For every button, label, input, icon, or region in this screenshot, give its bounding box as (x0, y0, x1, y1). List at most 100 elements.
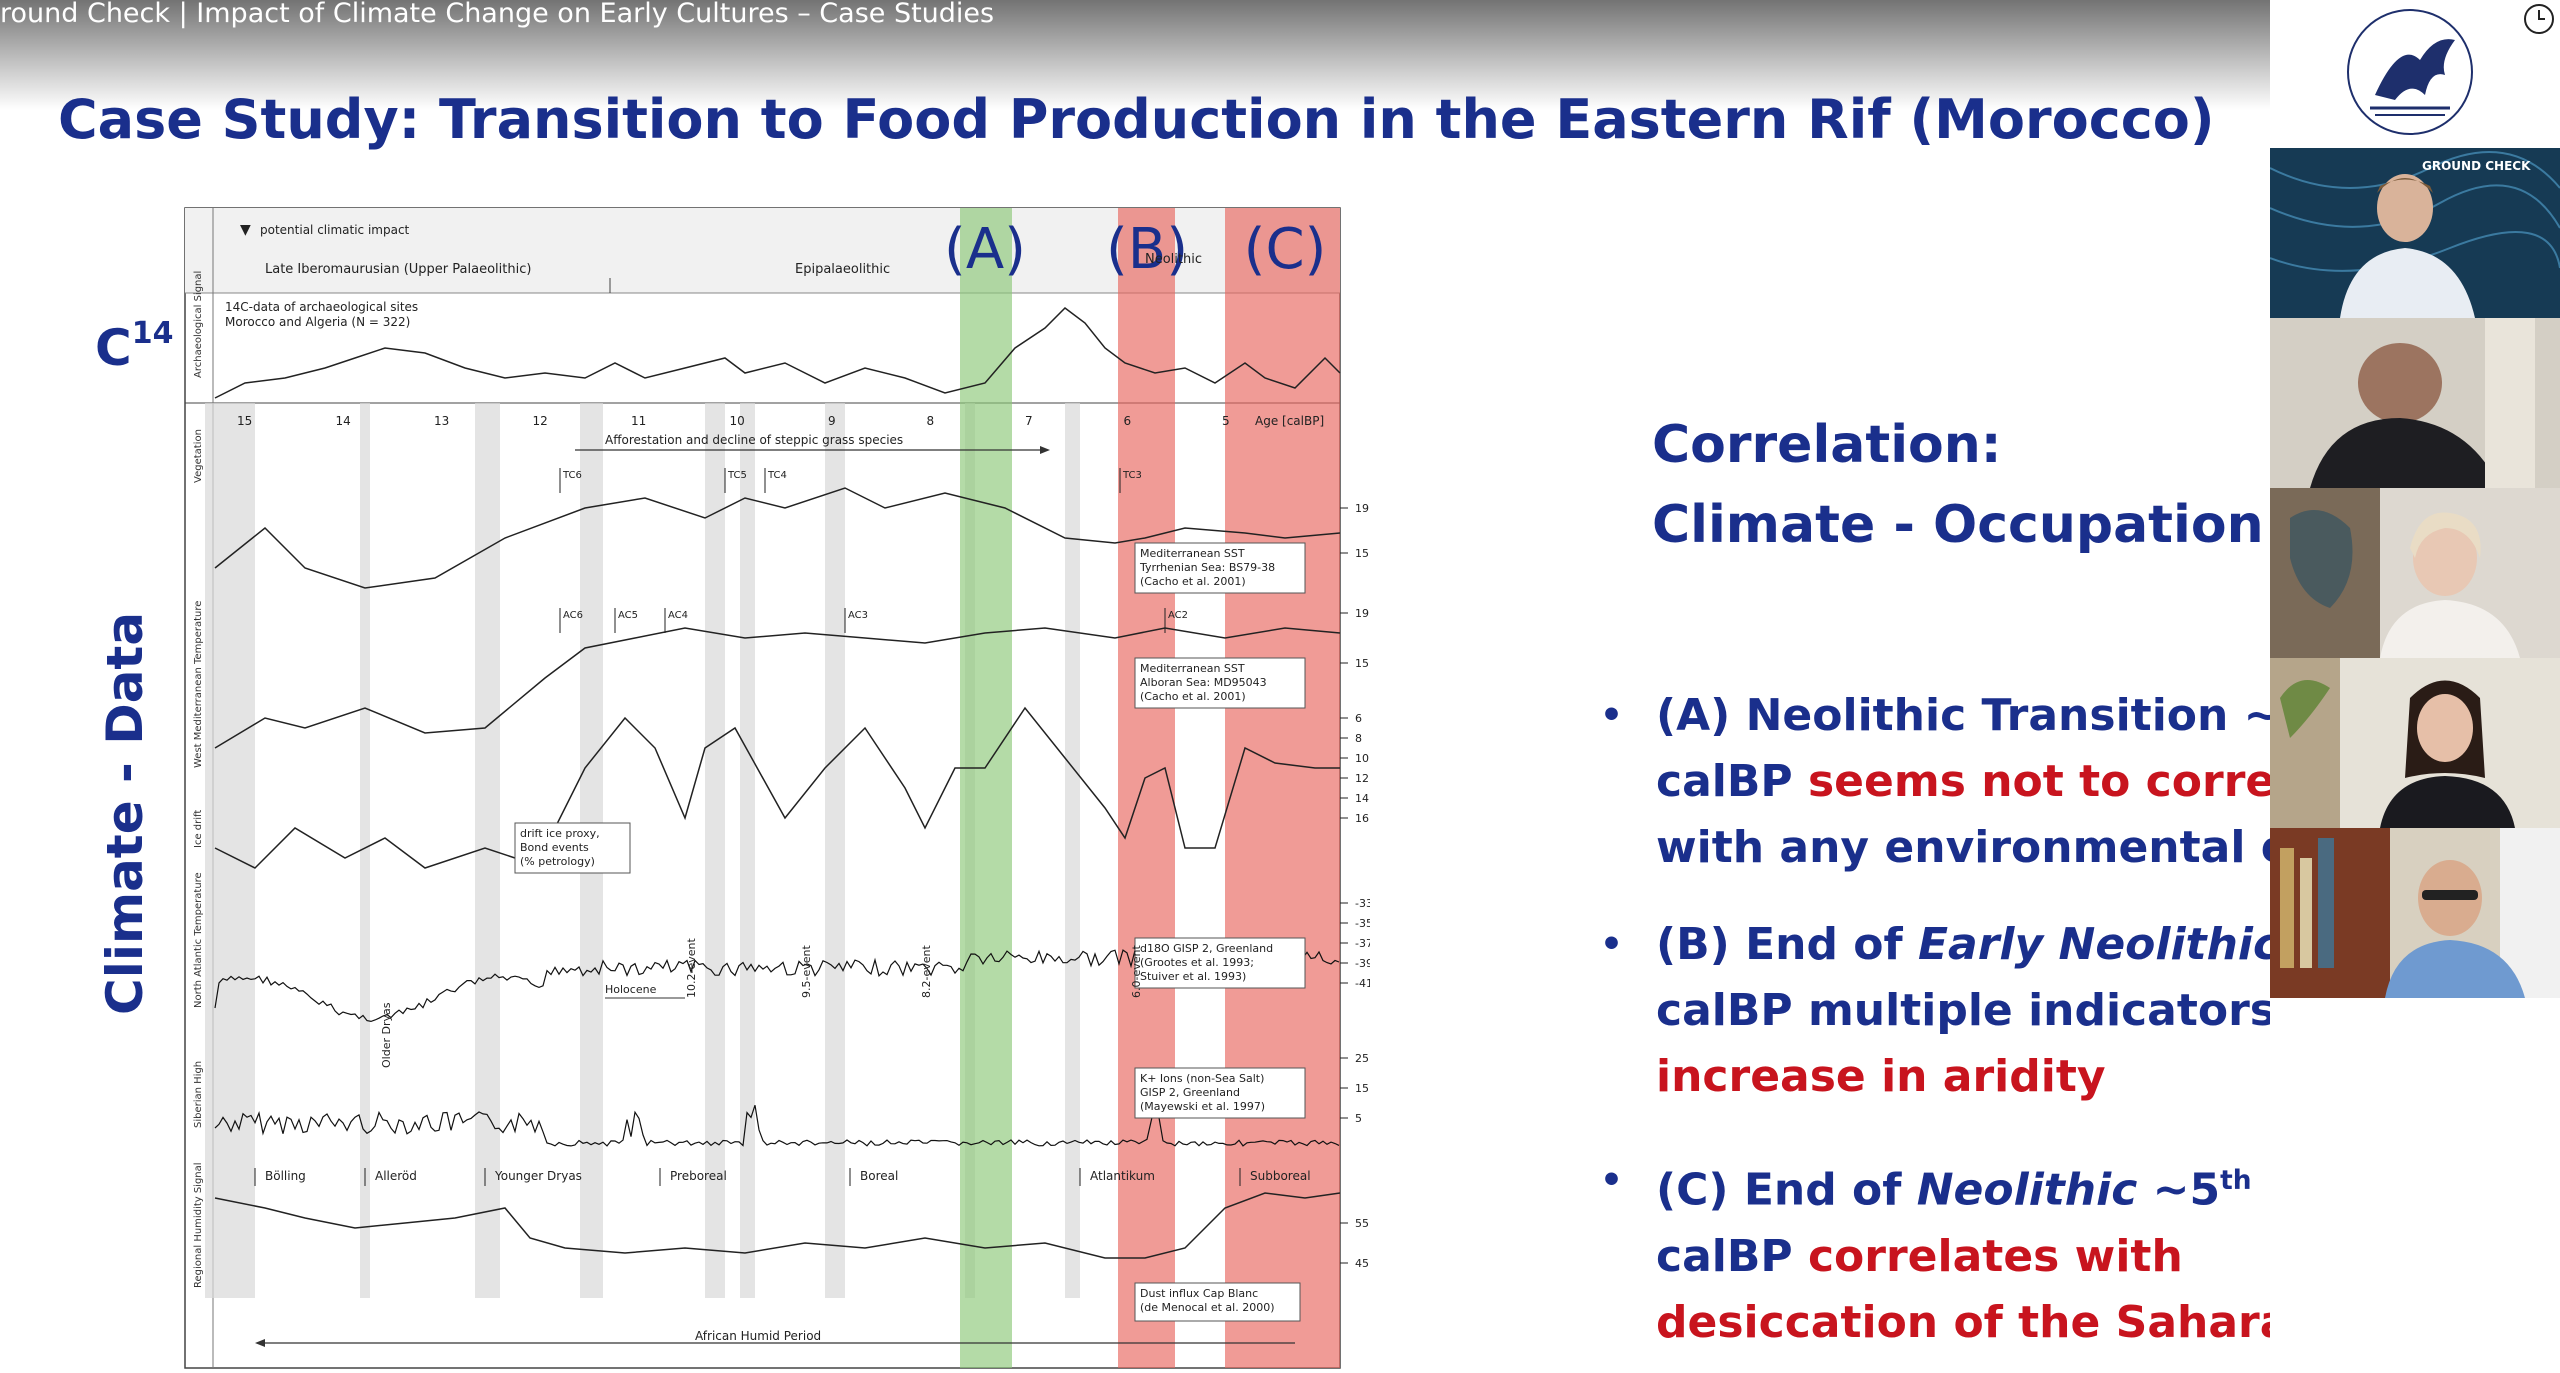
chronozone-label: Preboreal (670, 1169, 727, 1183)
older-dryas-label: Older Dryas (380, 1002, 393, 1068)
side-axis-label: Vegetation (193, 429, 204, 483)
box-drift-ice-text: drift ice proxy, (520, 827, 600, 840)
video-title[interactable]: round Check | Impact of Climate Change o… (0, 0, 995, 29)
box-gisp-k-text: K+ Ions (non-Sea Salt) (1140, 1072, 1264, 1085)
box-gisp-d18o-text: Stuiver et al. 1993) (1140, 970, 1246, 983)
right-tick-label: 5 (1355, 1112, 1362, 1125)
band-label-c: (C) (1244, 217, 1327, 282)
ice-drift-curve (214, 706, 1340, 869)
griffin-logo-icon (2375, 39, 2455, 100)
box-gisp-d18o-text: d18O GISP 2, Greenland (1140, 942, 1273, 955)
correlation-heading: Correlation: Climate - Occupation (1652, 405, 2264, 565)
side-axis-label: North Atlantic Temperature (193, 872, 204, 1008)
holocene-label: Holocene (605, 983, 657, 996)
period-neolithic: Neolithic (1145, 252, 1202, 267)
event-label: 9.5-event (800, 945, 813, 998)
bullet-c-line1-start: (C) End of (1656, 1164, 1917, 1216)
participant-tile-5[interactable] (2270, 828, 2560, 998)
chronozone-label: Younger Dryas (494, 1169, 582, 1183)
participant-tile-2[interactable] (2270, 318, 2560, 488)
age-tick-label: 9 (828, 414, 836, 428)
period-epipal: Epipalaeolithic (795, 262, 890, 277)
participants-panel: GROUND CHECK (2270, 0, 2560, 1373)
box-drift-ice-text: (% petrology) (520, 855, 595, 868)
right-tick-label: 14 (1355, 792, 1369, 805)
grey-climate-band (740, 403, 755, 1298)
box-alboran (1134, 657, 1306, 709)
band-a (960, 208, 1012, 1368)
bullet-a-line1: (A) Neolithic Transition ~7.6 (1656, 690, 2270, 741)
box-gisp-d18o-text: (Grootes et al. 1993; (1140, 956, 1254, 969)
chronozone-label: Atlantikum (1090, 1169, 1155, 1183)
age-tick-label: 5 (1222, 414, 1230, 428)
box-gisp-d18o (1134, 937, 1306, 989)
band-label-b: (B) (1106, 217, 1188, 282)
participant-tile-3[interactable] (2270, 488, 2560, 658)
chronozone-label: Boreal (860, 1169, 898, 1183)
age-axis-label: Age [calBP] (1255, 414, 1324, 428)
age-tick-label: 12 (533, 414, 548, 428)
bullet-a-line2-red: seems not to correlat (1807, 756, 2270, 807)
tc-label: TC4 (767, 470, 787, 481)
right-tick-label: 25 (1355, 1052, 1369, 1065)
side-axis-label: Siberian High (193, 1061, 204, 1128)
bullet-c-line2-start: calBP (1656, 1230, 1808, 1282)
institute-logo-tile[interactable] (2270, 0, 2560, 148)
right-tick-label: 16 (1355, 812, 1369, 825)
age-tick-label: 10 (730, 414, 745, 428)
box-dust-text: Dust influx Cap Blanc (1140, 1287, 1258, 1300)
side-axis-label: Regional Humidity Signal (193, 1162, 204, 1288)
legend-text: potential climatic impact (260, 223, 410, 237)
chronozone-label: Bölling (265, 1169, 306, 1183)
correlation-line1: Correlation: (1652, 415, 2002, 475)
box-alboran-text: (Cacho et al. 2001) (1140, 690, 1246, 703)
band-b (1118, 208, 1175, 1368)
participant-tile-4[interactable] (2270, 658, 2560, 828)
ac-label: AC6 (563, 610, 583, 621)
box-drift-ice (514, 822, 631, 874)
right-tick-label: 15 (1355, 547, 1369, 560)
tc-label: TC5 (727, 470, 747, 481)
right-tick-label: -37 (1355, 937, 1370, 950)
right-tick-label: 19 (1355, 607, 1369, 620)
box-gisp-k-text: (Mayewski et al. 1997) (1140, 1100, 1265, 1113)
event-label: 10.2-event (685, 938, 698, 998)
right-tick-label: 15 (1355, 1082, 1369, 1095)
grey-climate-band (205, 403, 255, 1298)
ground-check-logo-text: GROUND CHECK (2422, 159, 2531, 173)
right-tick-label: 15 (1355, 657, 1369, 670)
bullet-b-line3: increase in aridity (1656, 1051, 2106, 1102)
grey-climate-band (360, 403, 370, 1298)
box-alboran-text: Mediterranean SST (1140, 662, 1245, 675)
age-tick-label: 7 (1025, 414, 1033, 428)
bullet-c-line2-red: correlates with (1807, 1230, 2183, 1282)
participant-tile-1[interactable]: GROUND CHECK (2270, 148, 2560, 318)
age-tick-label: 15 (237, 414, 252, 428)
age-tick-label: 8 (927, 414, 935, 428)
side-axis-label: Archaeological Signal (193, 271, 204, 378)
sst-curve (214, 627, 1341, 749)
siberian-high-curve (214, 1103, 1340, 1147)
bullet-dot: • (1600, 924, 1624, 965)
grey-climate-band (825, 403, 845, 1298)
side-axis-label: West Mediterranean Temperature (193, 601, 204, 768)
african-humid-label: African Humid Period (695, 1329, 821, 1343)
tc-label: TC3 (1122, 470, 1142, 481)
ac-label: AC3 (848, 610, 868, 621)
video-title-bar: round Check | Impact of Climate Change o… (0, 0, 2270, 110)
right-tick-label: 55 (1355, 1217, 1369, 1230)
right-tick-label: -41 (1355, 977, 1370, 990)
clock-icon[interactable] (2524, 4, 2554, 34)
chronozone-label: Alleröd (375, 1169, 417, 1183)
right-tick-label: 19 (1355, 502, 1369, 515)
ac-label: AC5 (618, 610, 638, 621)
bullet-c-line1-italic: Neolithic (1916, 1164, 2138, 1216)
bullet-dot: • (1600, 695, 1624, 736)
box-gisp-k-text: GISP 2, Greenland (1140, 1086, 1240, 1099)
box-tyrrhenian-text: Mediterranean SST (1140, 547, 1245, 560)
age-tick-label: 11 (631, 414, 646, 428)
box-drift-ice-text: Bond events (520, 841, 589, 854)
grey-climate-band (705, 403, 725, 1298)
period-late-ibero: Late Iberomaurusian (Upper Palaeolithic) (265, 262, 531, 277)
slide-title: Case Study: Transition to Food Productio… (58, 88, 2215, 151)
